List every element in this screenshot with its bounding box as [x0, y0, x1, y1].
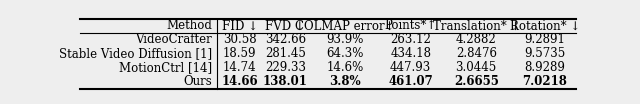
Text: 2.8476: 2.8476	[456, 47, 497, 60]
Text: 9.2891: 9.2891	[524, 33, 565, 46]
Text: 14.6%: 14.6%	[326, 61, 364, 74]
Text: 7.0218: 7.0218	[522, 75, 567, 88]
Text: 229.33: 229.33	[265, 61, 306, 74]
Text: 434.18: 434.18	[390, 47, 431, 60]
Text: 3.0445: 3.0445	[456, 61, 497, 74]
Text: 3.8%: 3.8%	[330, 75, 361, 88]
Text: 2.6655: 2.6655	[454, 75, 499, 88]
Text: MotionCtrl [14]: MotionCtrl [14]	[119, 61, 212, 74]
Text: FVD ↓: FVD ↓	[266, 19, 305, 32]
Text: 64.3%: 64.3%	[326, 47, 364, 60]
Text: 30.58: 30.58	[223, 33, 257, 46]
Text: 14.66: 14.66	[221, 75, 258, 88]
Text: 93.9%: 93.9%	[326, 33, 364, 46]
Text: 14.74: 14.74	[223, 61, 257, 74]
Text: 138.01: 138.01	[263, 75, 308, 88]
Text: Method: Method	[166, 19, 212, 32]
Text: 447.93: 447.93	[390, 61, 431, 74]
Text: 263.12: 263.12	[390, 33, 431, 46]
Text: Rotation* ↓: Rotation* ↓	[509, 19, 580, 32]
Text: 4.2882: 4.2882	[456, 33, 497, 46]
Text: 8.9289: 8.9289	[524, 61, 565, 74]
Text: Translation* ↓: Translation* ↓	[433, 19, 520, 32]
Text: Points*↑: Points*↑	[385, 19, 436, 32]
Text: Stable Video Diffusion [1]: Stable Video Diffusion [1]	[59, 47, 212, 60]
Text: 281.45: 281.45	[265, 47, 306, 60]
Text: COLMAP error↓: COLMAP error↓	[295, 19, 395, 32]
Text: 342.66: 342.66	[265, 33, 306, 46]
Text: 9.5735: 9.5735	[524, 47, 565, 60]
Text: VideoCrafter: VideoCrafter	[135, 33, 212, 46]
Text: 18.59: 18.59	[223, 47, 257, 60]
Text: Ours: Ours	[183, 75, 212, 88]
Text: FID ↓: FID ↓	[221, 19, 258, 32]
Text: 461.07: 461.07	[388, 75, 433, 88]
